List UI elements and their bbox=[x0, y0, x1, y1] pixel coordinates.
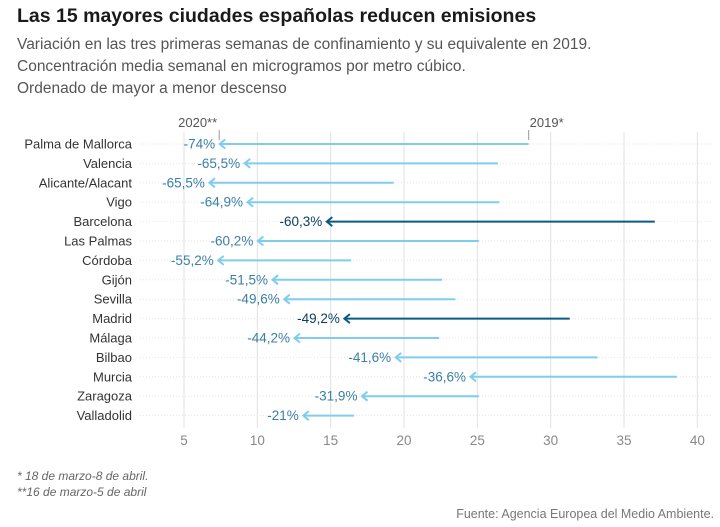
x-tick-label: 40 bbox=[690, 433, 705, 448]
city-label: Las Palmas bbox=[64, 234, 132, 249]
city-label: Alicante/Alacant bbox=[39, 175, 133, 190]
chart-subtitle-line-2: Concentración media semanal en microgram… bbox=[17, 58, 466, 75]
city-row: Zaragoza -31,9% bbox=[77, 389, 479, 404]
city-row: Valladolid -21% bbox=[77, 408, 355, 423]
percent-change-label: -60,3% bbox=[279, 214, 322, 229]
source-text: Fuente: Agencia Europea del Medio Ambien… bbox=[456, 507, 714, 521]
series-header-layer: 2020** 2019* bbox=[178, 115, 564, 140]
percent-change-label: -49,6% bbox=[237, 292, 280, 307]
city-label: Palma de Mallorca bbox=[24, 137, 132, 152]
city-label: Gijón bbox=[102, 272, 132, 287]
percent-change-label: -44,2% bbox=[247, 331, 290, 346]
arrow-head bbox=[292, 332, 301, 344]
city-row: Las Palmas -60,2% bbox=[64, 234, 479, 249]
city-label: Málaga bbox=[89, 331, 132, 346]
arrow-head bbox=[243, 158, 251, 169]
city-row: Málaga -44,2% bbox=[89, 331, 440, 346]
arrow-head bbox=[301, 410, 310, 421]
x-tick-label: 5 bbox=[180, 433, 188, 448]
city-row: Córdoba -55,2% bbox=[82, 253, 352, 268]
percent-change-label: -65,5% bbox=[197, 156, 240, 171]
city-row: Barcelona -60,3% bbox=[73, 214, 655, 229]
percent-change-label: -49,2% bbox=[297, 311, 340, 326]
arrow-head bbox=[245, 196, 254, 208]
percent-change-label: -74% bbox=[184, 137, 216, 152]
x-tick-label: 15 bbox=[323, 433, 338, 448]
series-label-2020: 2020** bbox=[178, 115, 217, 130]
series-label-2019: 2019* bbox=[530, 115, 564, 130]
percent-change-label: -31,9% bbox=[315, 389, 358, 404]
x-tick-label: 10 bbox=[250, 433, 265, 448]
city-label: Madrid bbox=[92, 311, 132, 326]
rows-layer: Palma de Mallorca -74%Valencia -65,5%Alica… bbox=[24, 137, 677, 423]
percent-change-label: -64,9% bbox=[200, 195, 243, 210]
arrow-head bbox=[468, 371, 477, 383]
city-label: Bilbao bbox=[96, 350, 132, 365]
percent-change-label: -21% bbox=[267, 408, 299, 423]
arrow-head bbox=[325, 216, 333, 227]
city-row: Vigo -64,9% bbox=[106, 195, 500, 210]
city-row: Alicante/Alacant -65,5% bbox=[39, 175, 394, 190]
arrow-head bbox=[394, 352, 402, 363]
city-label: Valladolid bbox=[77, 408, 132, 423]
arrow-head bbox=[342, 313, 351, 324]
footnote-2020: **16 de marzo-5 de abril bbox=[17, 485, 147, 499]
city-row: Madrid -49,2% bbox=[92, 311, 570, 326]
chart-title: Las 15 mayores ciudades españolas reduce… bbox=[17, 5, 537, 27]
arrow-head bbox=[270, 274, 279, 286]
city-row: Bilbao -41,6% bbox=[96, 350, 598, 365]
x-tick-label: 30 bbox=[543, 433, 558, 448]
city-row: Murcia -36,6% bbox=[93, 369, 677, 384]
percent-change-label: -60,2% bbox=[211, 234, 254, 249]
city-label: Barcelona bbox=[73, 214, 132, 229]
chart-subtitle-line-1: Variación en las tres primeras semanas d… bbox=[17, 36, 592, 53]
city-label: Sevilla bbox=[94, 292, 133, 307]
percent-change-label: -65,5% bbox=[162, 175, 205, 190]
arrow-head bbox=[218, 138, 226, 150]
arrow-head bbox=[207, 177, 216, 189]
city-row: Sevilla -49,6% bbox=[94, 292, 456, 307]
percent-change-label: -51,5% bbox=[225, 272, 268, 287]
chart-subtitle-line-3: Ordenado de mayor a menor descenso bbox=[17, 80, 287, 97]
city-label: Murcia bbox=[93, 369, 133, 384]
arrow-head bbox=[256, 235, 264, 247]
city-row: Palma de Mallorca -74% bbox=[24, 137, 529, 152]
footnote-2019: * 18 de marzo-8 de abril. bbox=[17, 469, 149, 483]
x-tick-label: 20 bbox=[396, 433, 411, 448]
city-label: Vigo bbox=[106, 195, 132, 210]
city-label: Zaragoza bbox=[77, 389, 133, 404]
arrow-head bbox=[360, 390, 369, 402]
city-row: Gijón -51,5% bbox=[102, 272, 443, 287]
arrow-head bbox=[282, 293, 291, 305]
x-tick-label: 35 bbox=[616, 433, 631, 448]
city-row: Valencia -65,5% bbox=[83, 156, 498, 171]
city-label: Córdoba bbox=[82, 253, 133, 268]
x-tick-label: 25 bbox=[470, 433, 485, 448]
percent-change-label: -55,2% bbox=[171, 253, 214, 268]
x-axis: 5 10 15 20 25 30 35 40 bbox=[180, 433, 705, 448]
arrow-head bbox=[216, 255, 225, 266]
percent-change-label: -36,6% bbox=[423, 369, 466, 384]
city-label: Valencia bbox=[83, 156, 133, 171]
percent-change-label: -41,6% bbox=[348, 350, 391, 365]
